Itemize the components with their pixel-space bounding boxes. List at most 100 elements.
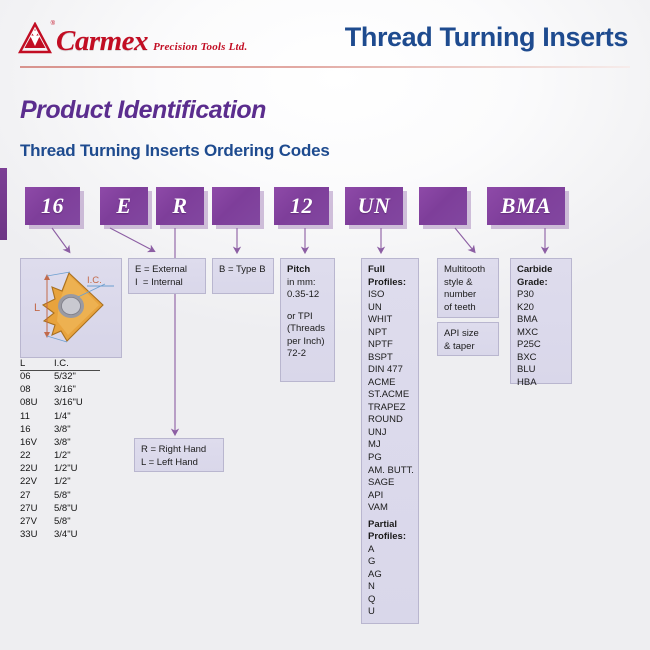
grade-item: MXC xyxy=(517,326,539,338)
table-row: 16V 3/8" xyxy=(20,437,100,450)
code-box-multitooth[interactable] xyxy=(419,187,467,225)
info-box-multitooth: Multitooth style & number of teeth xyxy=(437,258,499,318)
info-box-profiles: Full Profiles: ISO UN WHIT NPT NPTF BSPT… xyxy=(361,258,419,624)
api-line-2: & taper xyxy=(444,340,475,352)
api-line-1: API size xyxy=(444,328,479,339)
table-row: 22U 1/2"U xyxy=(20,463,100,476)
cell-ic: 3/8" xyxy=(54,436,71,448)
cell-ic: 5/8"U xyxy=(54,502,78,514)
grade-item: P30 xyxy=(517,289,534,301)
full-profile-item: NPTF xyxy=(368,339,393,351)
multitooth-line-4: of teeth xyxy=(444,301,476,313)
multitooth-line-1: Multitooth xyxy=(444,264,486,275)
section-subtitle: Thread Turning Inserts Ordering Codes xyxy=(20,141,330,160)
full-profile-item: API xyxy=(368,489,384,501)
full-profile-item: ST.ACME xyxy=(368,389,410,401)
grade-item: P25C xyxy=(517,339,541,351)
right-hand-label: R = Right Hand xyxy=(141,444,207,455)
code-box-type[interactable] xyxy=(212,187,260,225)
cell-ic: 1/2" xyxy=(54,476,71,488)
table-row: 08U 3/16"U xyxy=(20,397,100,410)
cell-ic: 3/8" xyxy=(54,423,71,435)
size-table-header-row: L I.C. xyxy=(20,358,100,372)
partial-profile-item: A xyxy=(368,543,375,555)
code-box-label: UN xyxy=(357,193,391,218)
partial-profile-item: G xyxy=(368,556,376,568)
insert-diagram: L I.C. xyxy=(34,271,114,343)
left-accent-stripe xyxy=(0,168,7,240)
code-box-pitch[interactable]: 12 xyxy=(274,187,329,225)
pitch-title: Pitch xyxy=(287,264,311,275)
code-box-grade[interactable]: BMA xyxy=(487,187,565,225)
info-box-pitch: Pitch in mm: 0.35-12 or TPI (Threads per… xyxy=(280,258,335,382)
table-row: 11 1/4" xyxy=(20,411,100,424)
full-profile-item: WHIT xyxy=(368,314,393,326)
full-profiles-title-1: Full xyxy=(368,264,385,275)
code-box-label: 16 xyxy=(41,193,64,218)
cell-l: 27 xyxy=(20,489,31,501)
insert-diagram-box: L I.C. xyxy=(20,258,122,358)
grade-item: HBA xyxy=(517,376,537,388)
size-table-grid: L I.C. 06 5/32" 08 3/16" 08U 3/16"U 11 1/4" … xyxy=(20,358,100,542)
cell-l: 22U xyxy=(20,463,38,475)
cell-ic: 5/32" xyxy=(54,371,76,383)
cell-l: 22V xyxy=(20,476,37,488)
page-title: Thread Turning Inserts xyxy=(344,22,629,52)
grade-item: BLU xyxy=(517,364,536,376)
pitch-spacer xyxy=(287,302,328,311)
full-profile-item: DIN 477 xyxy=(368,364,403,376)
table-row: 33U 3/4"U xyxy=(20,529,100,542)
cell-l: 08U xyxy=(20,397,38,409)
code-box-hand-type[interactable]: E xyxy=(100,187,148,225)
full-profile-item: UNJ xyxy=(368,426,387,438)
table-row: 27 5/8" xyxy=(20,490,100,503)
cell-ic: 1/2"U xyxy=(54,463,78,475)
full-profile-item: VAM xyxy=(368,502,388,514)
cell-l: 33U xyxy=(20,529,38,541)
cell-ic: 1/2" xyxy=(54,450,71,462)
ic-dimension-label: I.C. xyxy=(87,275,102,286)
external-label: E = External xyxy=(135,264,188,275)
code-box-label: 12 xyxy=(290,193,313,218)
header-divider xyxy=(20,66,630,68)
partial-profile-item: AG xyxy=(368,568,382,580)
info-box-carbide-grade: Carbide Grade: P30 K20 BMA MXC P25C BXC … xyxy=(510,258,572,388)
cell-l: 16 xyxy=(20,423,31,435)
table-row: 27U 5/8"U xyxy=(20,503,100,516)
carmex-logo: ® Carmex Precision Tools Ltd. xyxy=(17,21,247,57)
cell-l: 06 xyxy=(20,371,31,383)
table-row: 22V 1/2" xyxy=(20,476,100,489)
full-profile-item: ACME xyxy=(368,376,396,388)
cell-l: 16V xyxy=(20,436,37,448)
table-row: 08 3/16" xyxy=(20,384,100,397)
brand-name: Carmex xyxy=(56,25,149,57)
grade-item: K20 xyxy=(517,301,534,313)
code-box-profile[interactable]: UN xyxy=(345,187,403,225)
tpi-range: 72-2 xyxy=(287,348,307,360)
tpi-label: or TPI xyxy=(287,310,313,322)
table-row: 16 3/8" xyxy=(20,424,100,437)
section-title: Product Identification xyxy=(20,96,266,124)
cell-l: 27U xyxy=(20,502,38,514)
table-row: 06 5/32" xyxy=(20,371,100,385)
code-box-label: E xyxy=(116,193,132,218)
full-profile-item: SAGE xyxy=(368,477,395,489)
cell-ic: 1/4" xyxy=(54,410,71,422)
code-box-size[interactable]: 16 xyxy=(25,187,80,225)
partial-profiles-title-1: Partial xyxy=(368,518,398,530)
cell-l: 27V xyxy=(20,515,37,527)
code-box-direction[interactable]: R xyxy=(156,187,204,225)
table-row: 27V 5/8" xyxy=(20,516,100,529)
grade-title-1: Carbide xyxy=(517,264,553,275)
cell-ic: 3/16" xyxy=(54,384,76,396)
full-profile-item: TRAPEZ xyxy=(368,401,406,413)
partial-profile-item: N xyxy=(368,581,375,593)
pitch-range: 0.35-12 xyxy=(287,289,320,301)
carmex-logo-icon: ® xyxy=(17,21,55,56)
cell-ic: 5/8" xyxy=(54,489,71,501)
multitooth-line-2: style & xyxy=(444,276,473,288)
cell-l: 22 xyxy=(20,450,31,462)
info-box-api: API size & taper xyxy=(437,322,499,356)
code-box-label: R xyxy=(172,193,188,218)
